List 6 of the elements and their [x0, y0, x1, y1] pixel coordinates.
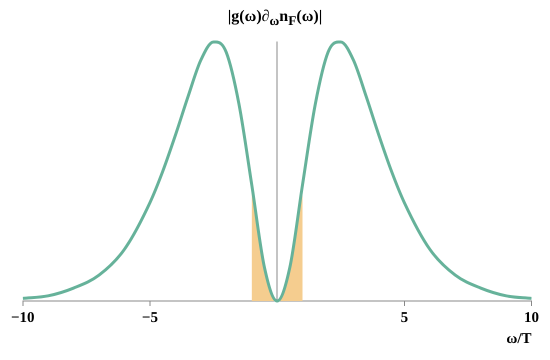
x-tick-label: 5 — [400, 310, 408, 326]
chart-title: |g(ω)∂$_{ω}$n$_{F}$(ω)| — [226, 8, 324, 28]
x-axis-title: ω/T — [506, 330, 532, 347]
x-tick-label: −5 — [142, 310, 158, 326]
x-tick-label: 10 — [524, 310, 539, 326]
x-tick-label: −10 — [10, 310, 35, 326]
